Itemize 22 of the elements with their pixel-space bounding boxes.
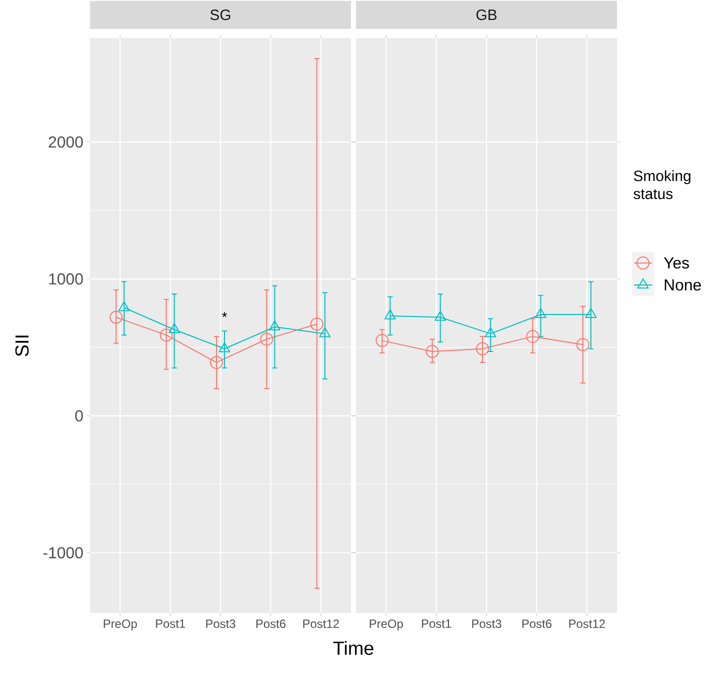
x-tick-label: Post6 — [256, 620, 286, 628]
legend-label: Yes — [664, 257, 689, 269]
x-axis-title: Time — [333, 641, 374, 655]
y-tick-label: 0 — [75, 410, 83, 422]
y-tick-label: -1000 — [43, 547, 83, 558]
x-tick-label: Post1 — [422, 620, 452, 628]
x-tick-label: Post3 — [206, 620, 236, 628]
x-tick-label: PreOp — [370, 620, 403, 630]
legend-label: None — [664, 279, 701, 291]
legend-title: Smoking status — [634, 170, 690, 200]
x-tick-label: PreOp — [104, 620, 137, 630]
chart-title: SG — [210, 10, 230, 20]
x-tick-label: Post1 — [156, 620, 186, 628]
x-tick-label: Post12 — [569, 620, 605, 628]
y-tick-label: 1000 — [49, 273, 83, 285]
x-tick-label: Post3 — [472, 620, 502, 628]
chart-title: GB — [476, 10, 497, 20]
annotation: * — [222, 312, 228, 318]
y-tick-label: 2000 — [48, 136, 83, 148]
x-tick-label: Post6 — [522, 620, 552, 628]
x-tick-label: Post12 — [303, 620, 339, 628]
y-axis-title: SII — [15, 336, 29, 356]
